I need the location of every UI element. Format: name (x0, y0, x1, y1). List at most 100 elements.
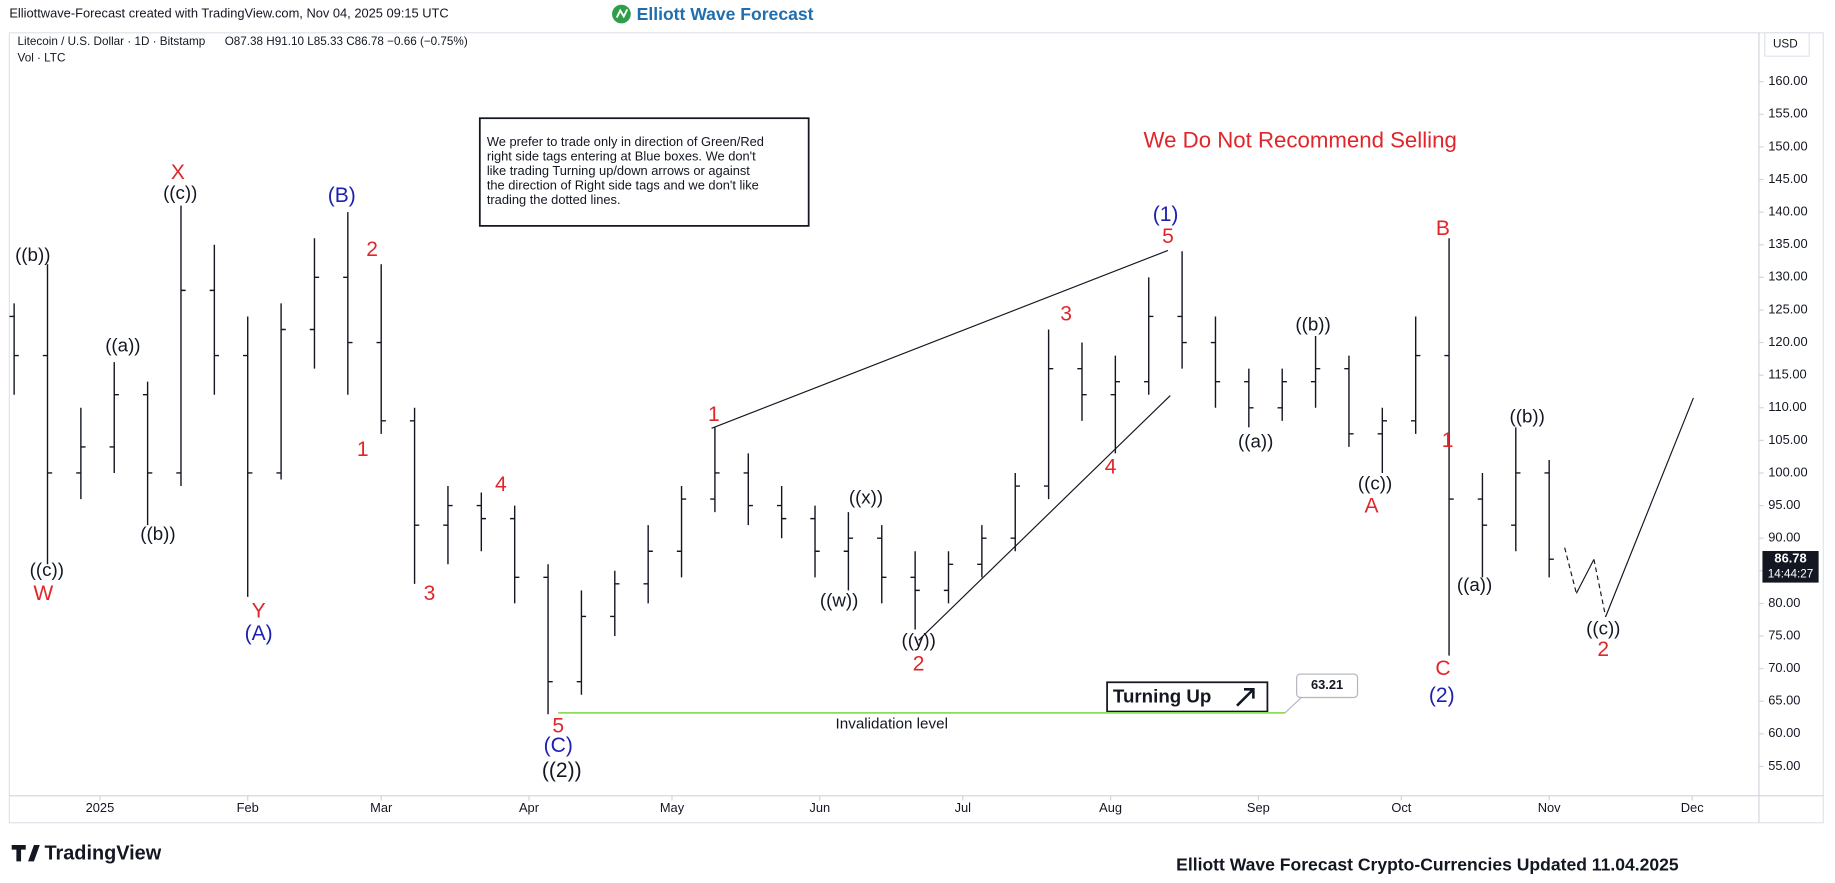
turning-box (1106, 681, 1269, 713)
wave-label: ((c)) (163, 182, 197, 203)
turning-text: Turning Up (1113, 685, 1211, 706)
ohlc-bar (443, 486, 453, 565)
ohlc-bar (676, 486, 687, 578)
ohlc-bar (1010, 472, 1020, 552)
ohlc-bar (910, 551, 920, 630)
wave-label: 4 (1105, 456, 1117, 479)
x-tick-label: Nov (1538, 800, 1561, 815)
wave-label: ((a)) (1238, 430, 1273, 451)
wave-label: ((y)) (902, 629, 936, 650)
wave-label: ((x)) (849, 486, 883, 507)
y-tick-label: 155.00 (1768, 106, 1807, 121)
x-tick-label: Apr (519, 800, 540, 815)
y-tick-label: 75.00 (1768, 627, 1800, 642)
note-line: We prefer to trade only in direction of … (487, 134, 764, 149)
ohlc-bar (710, 427, 720, 513)
y-tick-label: 90.00 (1768, 530, 1800, 545)
note-line: the direction of Right side tags and we … (487, 177, 759, 192)
note-line: trading the dotted lines. (487, 192, 621, 207)
ohlc-bar (743, 453, 753, 526)
ohlc-bar (9, 303, 19, 395)
volume-label: Vol · LTC (18, 52, 66, 65)
ohlc: O87.38 H91.10 L85.33 C86.78 −0.66 (−0.75… (225, 35, 468, 48)
price-tag-countdown: 14:44:27 (1768, 568, 1814, 581)
wave-label: W (33, 582, 53, 605)
wave-label: 4 (495, 473, 507, 496)
logo-text: Elliott Wave Forecast (637, 4, 814, 24)
wave-label: 1 (708, 403, 720, 426)
y-tick-label: 95.00 (1768, 497, 1800, 512)
credit: Elliottwave-Forecast created with Tradin… (9, 5, 448, 20)
ohlc-bar (1144, 277, 1154, 395)
symbol: Litecoin / U.S. Dollar · 1D · Bitstamp (18, 35, 206, 48)
wave-label: C (1435, 657, 1450, 680)
ohlc-bar (409, 407, 420, 584)
y-tick-label: 120.00 (1768, 334, 1807, 349)
invalidation-label: Invalidation level (836, 716, 948, 733)
wave-label: 3 (424, 582, 436, 605)
ohlc-bar (977, 525, 987, 578)
wave-label: ((b)) (140, 523, 175, 544)
wave-label: 5 (552, 714, 564, 737)
wave-label: B (1436, 217, 1450, 240)
ohlc-bar (1444, 238, 1454, 656)
ohlc-bar (877, 525, 887, 604)
ohlc-bar (943, 551, 954, 604)
x-tick-label: Dec (1681, 800, 1704, 815)
ohlc-bar (476, 492, 486, 552)
callout-box (1296, 673, 1359, 699)
ohlc-bar (1210, 316, 1221, 408)
price-tag (1762, 551, 1819, 583)
wave-label: ((c)) (1358, 472, 1392, 493)
wave-label: ((c)) (1586, 618, 1620, 639)
logo-mark (615, 8, 629, 19)
y-tick-label: 140.00 (1768, 204, 1807, 219)
frame (8, 32, 1824, 824)
wave-label: ((b)) (1295, 313, 1330, 334)
wave-label: ((c)) (30, 559, 64, 580)
wave-label: ((b)) (1510, 406, 1545, 427)
note-line: like trading Turning up/down arrows or a… (487, 163, 750, 178)
ohlc-bar (309, 238, 320, 369)
x-tick-label: Mar (370, 800, 393, 815)
wave-label: 1 (357, 438, 369, 461)
wave-label: 2 (366, 238, 378, 261)
y-tick-label: 125.00 (1768, 301, 1807, 316)
note-box (478, 117, 810, 227)
ohlc-bar (576, 590, 587, 695)
wave-label: Y (252, 600, 266, 623)
tv-logo-icon (11, 844, 40, 862)
ohlc-bar (643, 525, 653, 604)
currency-box[interactable] (1764, 32, 1810, 57)
tv-brand: TradingView (44, 843, 161, 865)
x-tick-label: 2025 (86, 800, 115, 815)
x-tick-label: Jun (809, 800, 830, 815)
ohlc-bar (1043, 329, 1054, 500)
ohlc-bar (543, 564, 553, 715)
ohlc-bar (209, 244, 220, 395)
callout-connector (1284, 697, 1302, 714)
wave-label: (1) (1153, 203, 1179, 226)
wave-label: 3 (1060, 302, 1072, 325)
ohlc-bar (142, 381, 153, 526)
currency[interactable]: USD (1773, 38, 1798, 51)
y-tick-label: 110.00 (1768, 399, 1806, 414)
wedge-lines (711, 249, 1171, 641)
wave-label: 1 (1442, 429, 1454, 452)
wave-label: ((a)) (105, 334, 140, 355)
wave-label: 2 (913, 652, 925, 675)
ohlc-bar (76, 407, 86, 500)
note-line: right side tags entering at Blue boxes. … (487, 149, 756, 164)
ohlc-bar (109, 362, 119, 473)
ohlc-bar (1077, 342, 1087, 421)
wave-label: A (1365, 494, 1379, 517)
ohlc-bar (1411, 316, 1421, 434)
ohlc-bar (176, 205, 186, 487)
projection-solid (1575, 397, 1694, 617)
wave-label: (B) (328, 184, 356, 207)
y-tick-label: 135.00 (1768, 236, 1807, 251)
y-tick-label: 60.00 (1768, 725, 1800, 740)
ohlc-bar (42, 264, 53, 565)
